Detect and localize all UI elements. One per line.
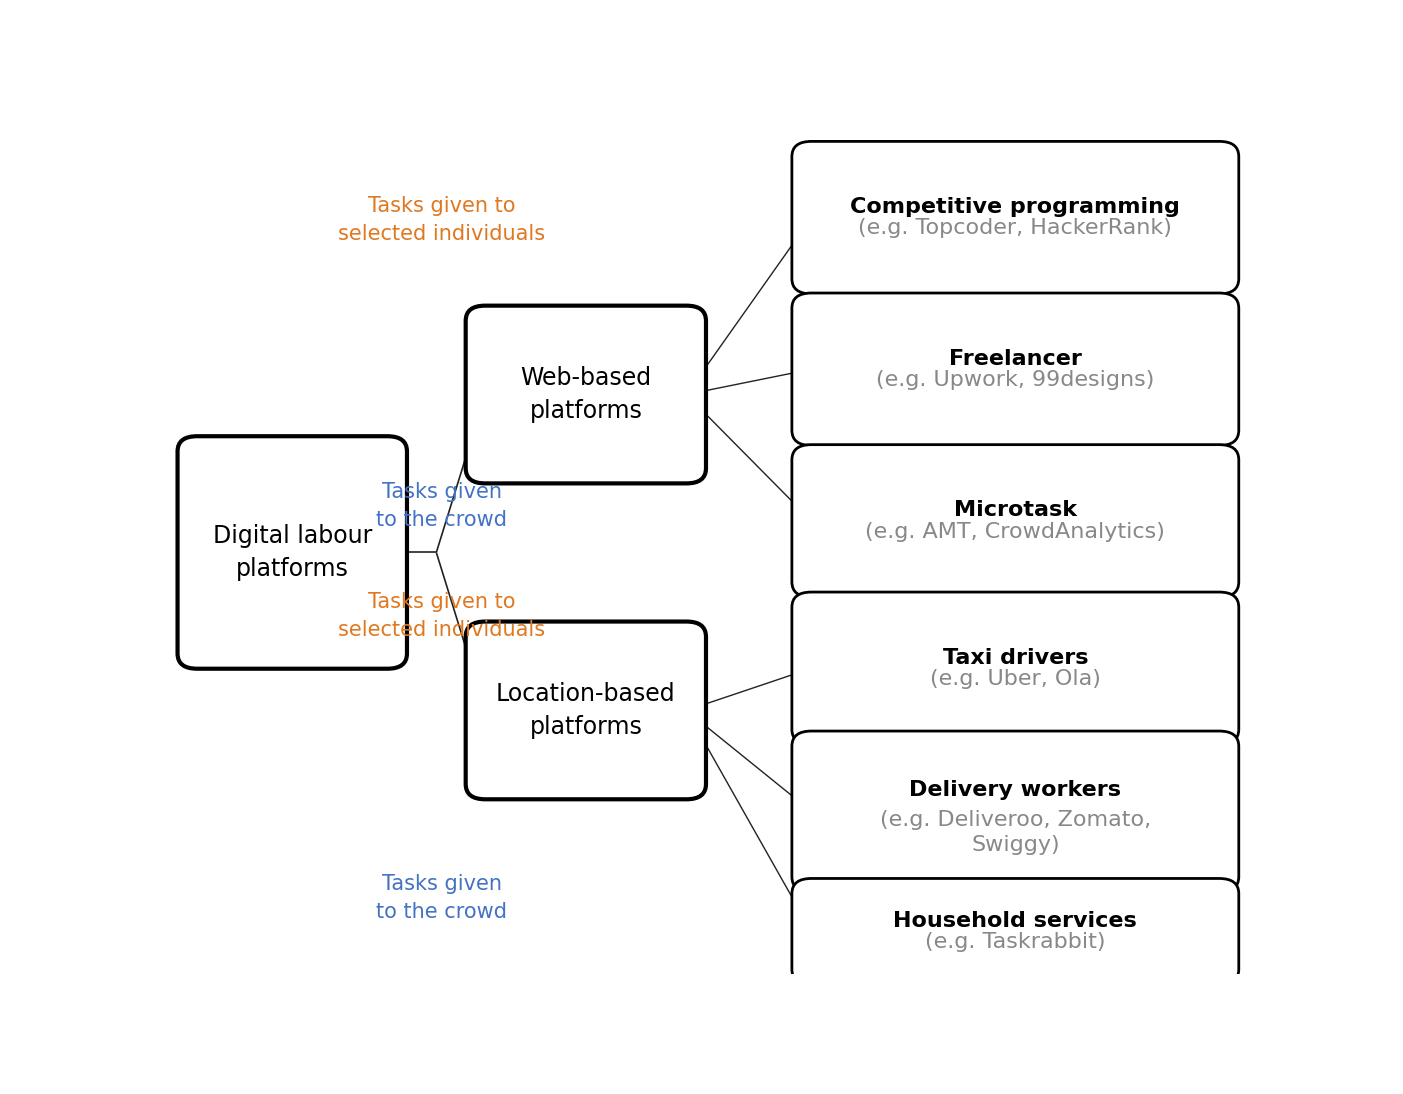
Text: Tasks given to
selected individuals: Tasks given to selected individuals bbox=[338, 196, 546, 244]
Text: (e.g. Uber, Ola): (e.g. Uber, Ola) bbox=[930, 670, 1101, 689]
Text: Competitive programming: Competitive programming bbox=[850, 197, 1180, 217]
FancyBboxPatch shape bbox=[178, 437, 407, 668]
Text: (e.g. AMT, CrowdAnalytics): (e.g. AMT, CrowdAnalytics) bbox=[866, 522, 1166, 542]
FancyBboxPatch shape bbox=[791, 592, 1239, 745]
Text: Microtask: Microtask bbox=[954, 500, 1078, 520]
FancyBboxPatch shape bbox=[466, 621, 706, 800]
Text: (e.g. Deliveroo, Zomato,
Swiggy): (e.g. Deliveroo, Zomato, Swiggy) bbox=[880, 811, 1150, 856]
Text: Web-based
platforms: Web-based platforms bbox=[521, 365, 651, 423]
Text: Tasks given
to the crowd: Tasks given to the crowd bbox=[376, 874, 508, 922]
Text: Household services: Household services bbox=[894, 911, 1138, 931]
Text: Tasks given to
selected individuals: Tasks given to selected individuals bbox=[338, 592, 546, 640]
Text: Delivery workers: Delivery workers bbox=[909, 780, 1121, 800]
Text: Tasks given
to the crowd: Tasks given to the crowd bbox=[376, 482, 508, 531]
Text: (e.g. Topcoder, HackerRank): (e.g. Topcoder, HackerRank) bbox=[859, 219, 1173, 238]
Text: (e.g. Taskrabbit): (e.g. Taskrabbit) bbox=[925, 932, 1106, 952]
FancyBboxPatch shape bbox=[791, 293, 1239, 445]
FancyBboxPatch shape bbox=[791, 444, 1239, 597]
FancyBboxPatch shape bbox=[791, 141, 1239, 294]
Text: Location-based
platforms: Location-based platforms bbox=[497, 682, 676, 740]
FancyBboxPatch shape bbox=[466, 305, 706, 484]
Text: (e.g. Upwork, 99designs): (e.g. Upwork, 99designs) bbox=[875, 370, 1155, 389]
FancyBboxPatch shape bbox=[791, 731, 1239, 892]
Text: Digital labour
platforms: Digital labour platforms bbox=[213, 524, 372, 581]
Text: Taxi drivers: Taxi drivers bbox=[943, 648, 1089, 667]
FancyBboxPatch shape bbox=[791, 878, 1239, 985]
Text: Freelancer: Freelancer bbox=[948, 349, 1082, 369]
